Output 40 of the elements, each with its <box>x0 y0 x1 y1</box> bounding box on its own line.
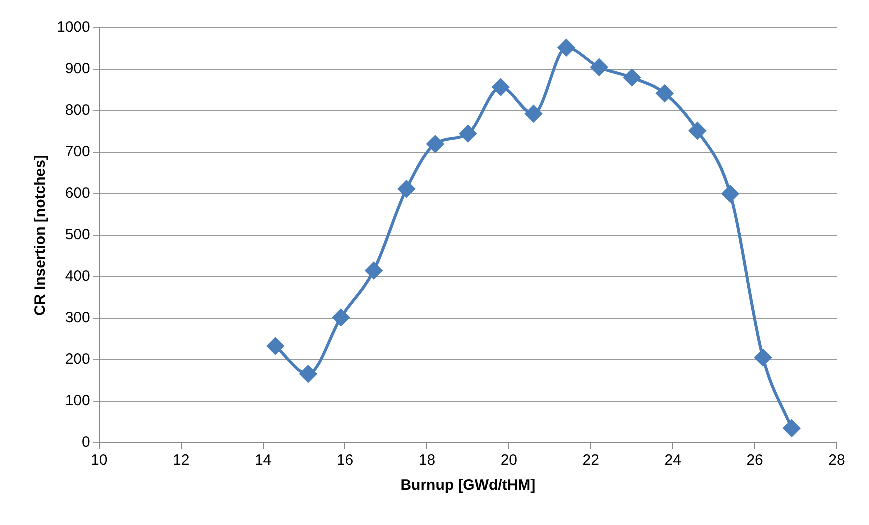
y-tick-label: 600 <box>65 185 90 202</box>
x-tick-label: 24 <box>664 452 682 470</box>
y-tick-label: 1000 <box>56 19 90 36</box>
point <box>300 366 317 383</box>
point <box>332 309 350 326</box>
x-tick-label: 16 <box>336 452 354 470</box>
point <box>492 78 510 96</box>
y-tick-label: 0 <box>82 434 90 452</box>
point <box>460 125 477 142</box>
point <box>689 122 706 140</box>
x-tick-label: 22 <box>582 452 600 470</box>
y-axis-title: CR Insertion [notches] <box>32 155 50 316</box>
point <box>558 39 576 56</box>
y-tick-label: 700 <box>65 144 90 161</box>
point <box>398 180 416 198</box>
point <box>365 262 382 280</box>
point <box>426 136 444 153</box>
x-tick-label: 10 <box>91 452 108 470</box>
y-tick-label: 500 <box>65 226 90 244</box>
x-axis-title: Burnup [GWd/tHM] <box>400 477 536 494</box>
y-tick-label: 400 <box>65 268 90 286</box>
point <box>783 420 800 437</box>
x-tick-label: 28 <box>828 452 846 470</box>
x-tick-label: 18 <box>418 452 436 470</box>
y-tick-label: 200 <box>65 351 90 368</box>
x-tick-label: 12 <box>172 452 190 470</box>
point <box>267 338 284 355</box>
point <box>525 105 542 122</box>
y-tick-label: 900 <box>65 60 90 78</box>
point <box>624 69 641 86</box>
y-tick-label: 800 <box>65 102 90 120</box>
x-tick-label: 26 <box>746 452 764 470</box>
y-tick-label: 300 <box>65 310 90 327</box>
point <box>656 85 674 102</box>
x-tick-label: 20 <box>500 452 518 470</box>
y-tick-label: 100 <box>65 392 90 410</box>
x-tick-label: 14 <box>254 452 272 470</box>
point <box>590 58 608 76</box>
point <box>754 349 772 366</box>
point <box>722 186 739 202</box>
